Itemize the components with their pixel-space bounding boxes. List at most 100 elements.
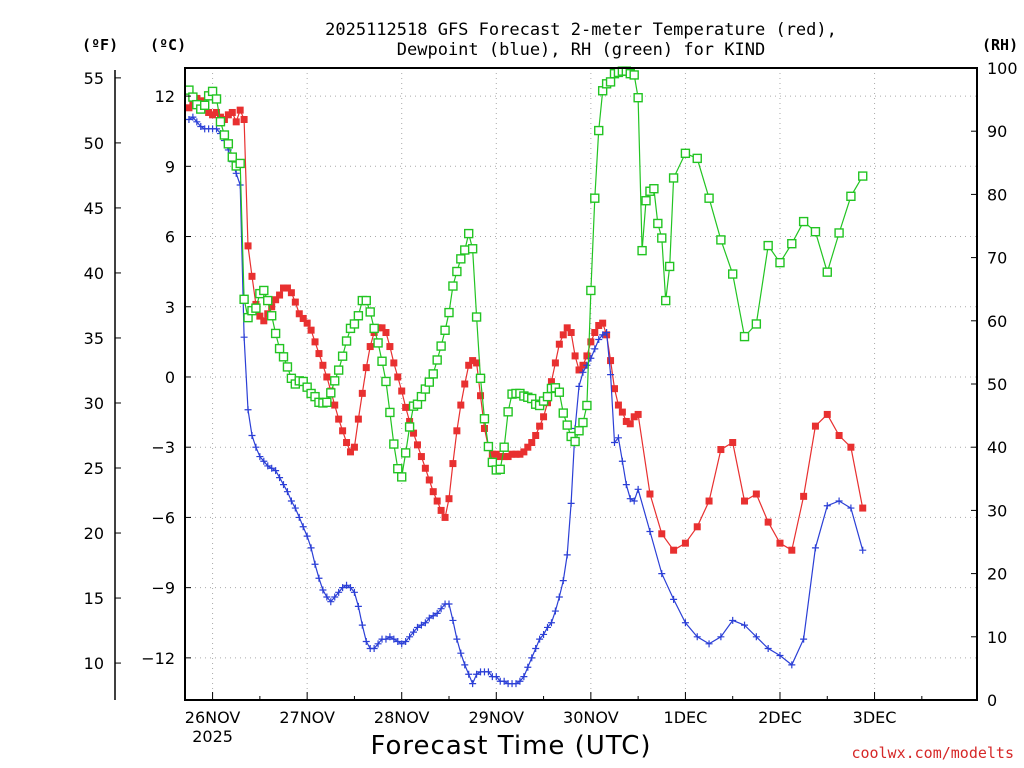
temperature-point xyxy=(599,319,607,327)
rh-point xyxy=(440,325,450,335)
dewpoint-point xyxy=(583,361,591,369)
temperature-point xyxy=(335,415,343,423)
temperature-point xyxy=(776,539,784,547)
dewpoint-point xyxy=(658,570,666,578)
rh-point xyxy=(542,391,553,402)
dewpoint-point xyxy=(622,481,630,489)
rh-point xyxy=(235,158,245,169)
rh-point xyxy=(353,311,364,321)
temperature-point xyxy=(823,410,831,418)
dewpoint-point xyxy=(264,462,272,470)
dewpoint-point xyxy=(406,633,414,641)
temperature-point xyxy=(583,352,591,360)
temperature-point xyxy=(236,106,244,114)
rh-point xyxy=(574,426,584,436)
rh-point xyxy=(751,319,762,329)
dewpoint-point xyxy=(343,581,351,589)
watermark: coolwx.com/modelts xyxy=(851,744,1014,762)
temperature-point xyxy=(512,450,520,458)
temperature-point xyxy=(406,417,414,425)
temperature-point xyxy=(319,361,327,369)
temperature-point xyxy=(607,357,615,365)
celsius-tick-label: 9 xyxy=(165,157,175,176)
rh-point xyxy=(483,441,494,452)
dewpoint-point xyxy=(315,574,323,582)
fahrenheit-tick-label: 45 xyxy=(84,199,104,218)
temperature-point xyxy=(477,392,485,400)
dewpoint-point xyxy=(741,621,749,629)
x-tick-label: 3DEC xyxy=(853,708,897,727)
x-tick-label: 29NOV xyxy=(468,708,524,727)
rh-point xyxy=(487,457,498,468)
temperature-point xyxy=(425,476,433,484)
rh-point xyxy=(633,93,643,103)
temperature-point xyxy=(283,284,291,292)
rh-point xyxy=(499,442,509,452)
dewpoint-point xyxy=(213,125,221,133)
rh-point xyxy=(448,281,458,291)
celsius-tick-label: 0 xyxy=(165,368,175,387)
temperature-point xyxy=(532,431,540,439)
dewpoint-point xyxy=(532,645,540,653)
rh-point xyxy=(739,331,750,342)
dewpoint-point xyxy=(591,345,599,353)
dewpoint-point xyxy=(295,513,303,521)
dewpoint-point xyxy=(595,336,603,344)
dewpoint-point xyxy=(540,630,548,638)
dewpoint-point xyxy=(425,614,433,622)
fahrenheit-tick-label: 15 xyxy=(84,589,104,608)
dewpoint-point xyxy=(484,668,492,676)
temperature-point xyxy=(634,410,642,418)
rh-point xyxy=(263,295,273,306)
x-tick-label: 2DEC xyxy=(758,708,802,727)
rh-point xyxy=(649,184,659,194)
temperature-point xyxy=(811,422,819,430)
temperature-point xyxy=(413,441,421,449)
dewpoint-point xyxy=(244,406,252,414)
rh-point xyxy=(578,417,588,428)
rh-tick-label: 20 xyxy=(987,565,1007,584)
temperature-point xyxy=(429,488,437,496)
dewpoint-point xyxy=(370,645,378,653)
dewpoint-point xyxy=(386,633,394,641)
dewpoint-point xyxy=(788,661,796,669)
fahrenheit-tick-label: 55 xyxy=(84,69,104,88)
temperature-point xyxy=(410,429,418,437)
temperature-point xyxy=(268,303,276,311)
celsius-tick-label: 12 xyxy=(155,87,175,106)
dewpoint-point xyxy=(283,488,291,496)
dewpoint-point xyxy=(358,621,366,629)
rh-tick-label: 40 xyxy=(987,438,1007,457)
rh-point xyxy=(787,238,797,249)
dewpoint-point xyxy=(252,443,260,451)
dewpoint-point xyxy=(670,595,678,603)
temperature-point xyxy=(228,108,236,116)
rh-point xyxy=(393,463,403,474)
chart-title: 2025112518 GFS Forecast 2-meter Temperat… xyxy=(325,20,837,40)
rh-point xyxy=(278,352,289,362)
temperature-point xyxy=(244,242,252,250)
temperature-point xyxy=(587,338,595,346)
rh-point xyxy=(219,130,230,140)
temperature-point xyxy=(540,413,548,421)
temperature-point xyxy=(465,361,473,369)
rh-point xyxy=(400,448,411,458)
temperature-point xyxy=(591,329,599,337)
rh-point xyxy=(381,376,391,387)
dewpoint-point xyxy=(457,649,465,657)
temperature-point xyxy=(417,453,425,461)
dewpoint-point xyxy=(413,623,421,631)
temperature-point xyxy=(240,115,248,123)
temperature-point xyxy=(343,439,351,447)
rh-point xyxy=(495,464,505,475)
dewpoint-point xyxy=(272,467,280,475)
rh-point xyxy=(270,328,281,339)
rh-point xyxy=(479,414,490,424)
rh-point xyxy=(259,285,269,296)
rh-point xyxy=(664,261,675,272)
temperature-point xyxy=(536,422,544,430)
dewpoint-point xyxy=(512,680,520,688)
dewpoint-point xyxy=(429,612,437,620)
dewpoint-point xyxy=(646,527,654,535)
dewpoint-point xyxy=(394,637,402,645)
